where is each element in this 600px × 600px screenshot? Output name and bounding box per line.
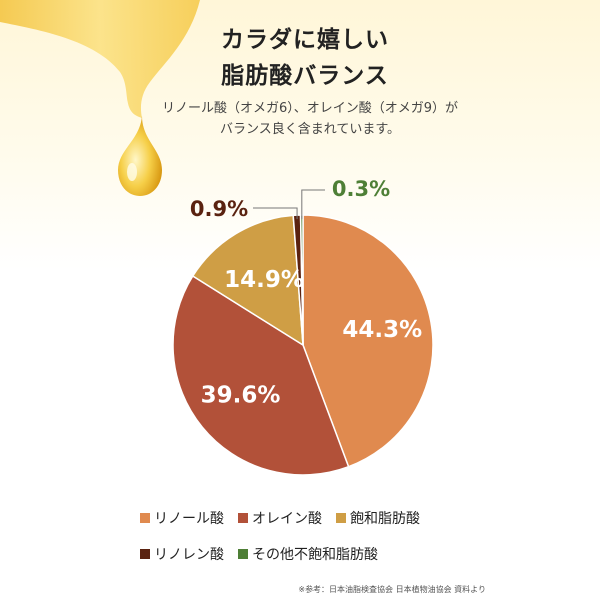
legend-swatch bbox=[336, 513, 346, 523]
legend-item-saturated: 飽和脂肪酸 bbox=[336, 508, 420, 528]
legend-item-linolenic: リノレン酸 bbox=[140, 544, 224, 564]
legend-label: オレイン酸 bbox=[252, 511, 322, 527]
legend-label: リノレン酸 bbox=[154, 547, 224, 563]
chart-legend: リノール酸 オレイン酸 飽和脂肪酸 リノレン酸 その他不飽和脂肪酸 bbox=[140, 508, 500, 580]
data-label-linolenic: 0.9% bbox=[190, 197, 248, 221]
legend-swatch bbox=[238, 513, 248, 523]
description: リノール酸（オメガ6）、オレイン酸（オメガ9）が バランス良く含まれています。 bbox=[160, 98, 460, 140]
pie-slice-linoleic bbox=[302, 214, 434, 468]
data-label-linoleic: 44.3% bbox=[342, 317, 422, 343]
pie-slice-saturated bbox=[191, 214, 304, 347]
legend-label: 飽和脂肪酸 bbox=[350, 511, 420, 527]
pie-slice-oleic bbox=[172, 274, 350, 476]
legend-swatch bbox=[140, 513, 150, 523]
description-line-1: リノール酸（オメガ6）、オレイン酸（オメガ9）が bbox=[161, 101, 459, 116]
description-line-2: バランス良く含まれています。 bbox=[219, 122, 401, 137]
title-line-1: カラダに嬉しい bbox=[221, 26, 389, 53]
leader-line-linolenic bbox=[253, 207, 298, 220]
legend-swatch bbox=[238, 549, 248, 559]
legend-label: その他不飽和脂肪酸 bbox=[252, 547, 378, 563]
title-line-2: 脂肪酸バランス bbox=[221, 62, 389, 89]
legend-item-other-unsaturated: その他不飽和脂肪酸 bbox=[238, 544, 378, 564]
legend-item-linoleic: リノール酸 bbox=[140, 508, 224, 528]
legend-label: リノール酸 bbox=[154, 511, 224, 527]
legend-item-oleic: オレイン酸 bbox=[238, 508, 322, 528]
leader-line-other-unsaturated bbox=[301, 189, 325, 220]
data-label-other-unsaturated: 0.3% bbox=[332, 177, 390, 201]
page-title: カラダに嬉しい 脂肪酸バランス bbox=[200, 22, 410, 94]
legend-swatch bbox=[140, 549, 150, 559]
data-label-oleic: 39.6% bbox=[201, 382, 281, 408]
source-note: ※参考：日本油脂検査協会 日本植物油協会 資料より bbox=[298, 585, 486, 594]
legend-row: リノレン酸 その他不飽和脂肪酸 bbox=[140, 544, 500, 564]
data-label-saturated: 14.9% bbox=[224, 267, 304, 293]
legend-row: リノール酸 オレイン酸 飽和脂肪酸 bbox=[140, 508, 500, 528]
